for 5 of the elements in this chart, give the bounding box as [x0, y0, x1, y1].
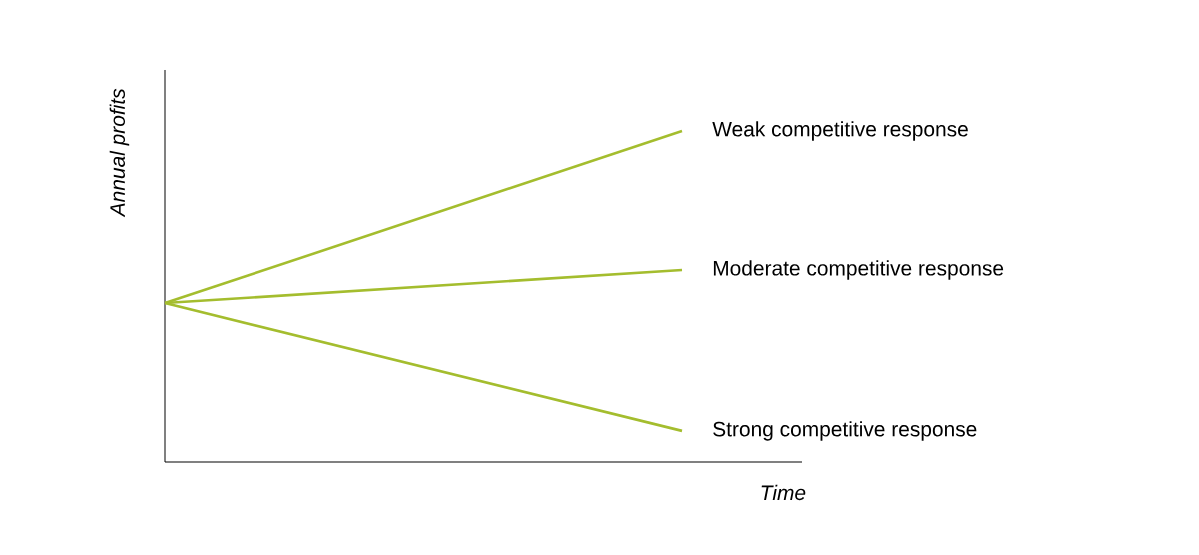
series-label: Moderate competitive response [713, 260, 1004, 280]
series-label: Weak competitive response [712, 121, 968, 141]
x-axis-title: Time [761, 484, 806, 501]
series-label: Strong competitive response [713, 421, 977, 441]
y-axis-title: Annual profits [109, 88, 130, 218]
